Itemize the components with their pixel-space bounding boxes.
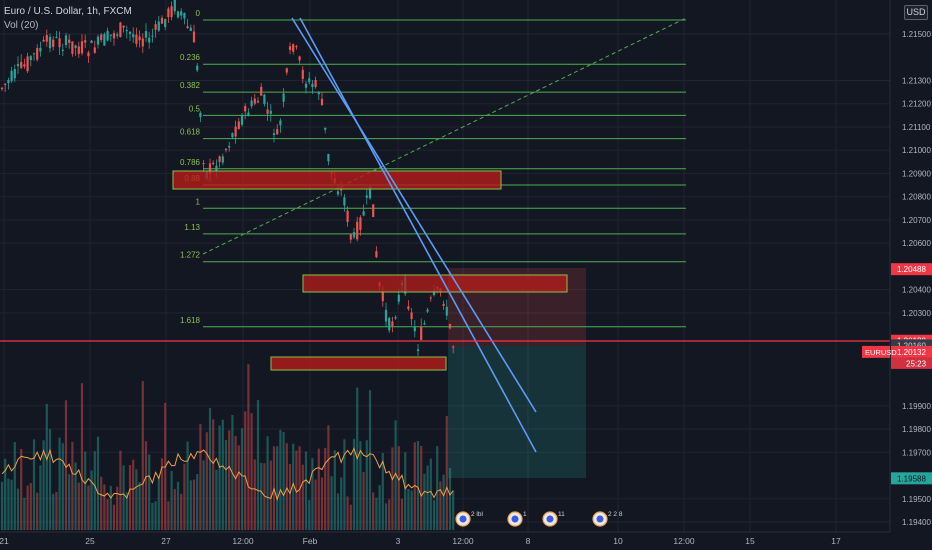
- trend-line-1[interactable]: [291, 17, 537, 413]
- price-axis[interactable]: 1.21500 1.21300 1.21200 1.21100 1.21000 1.209…: [902, 30, 931, 527]
- price-tick-label: 1.19800: [902, 425, 931, 434]
- price-tag: 1.20488: [891, 263, 932, 276]
- time-tick-label: 12:00: [232, 536, 254, 546]
- svg-text:2 2 8: 2 2 8: [608, 511, 623, 518]
- volume-ma-line: [1, 447, 454, 501]
- svg-text:25:23: 25:23: [906, 359, 927, 368]
- svg-text:2 lbl: 2 lbl: [471, 511, 483, 518]
- economic-event-icon[interactable]: 11: [542, 511, 565, 527]
- time-tick-label: Feb: [303, 536, 318, 546]
- reward-zone: [448, 346, 586, 478]
- price-tick-label: 1.21300: [902, 76, 931, 85]
- svg-text:EURUSD: EURUSD: [865, 348, 897, 357]
- price-tick-label: 1.21100: [902, 123, 931, 132]
- time-tick-label: 12:00: [452, 536, 474, 546]
- time-tick-label: 15: [745, 536, 755, 546]
- price-tick-label: 1.21200: [902, 100, 931, 109]
- economic-event-icon[interactable]: 2 2 8: [592, 511, 623, 527]
- price-tag: 1.20132: [891, 345, 932, 358]
- symbol-title[interactable]: Euro / U.S. Dollar, 1h, FXCM: [4, 6, 132, 17]
- economic-event-icon[interactable]: 2 lbl: [455, 511, 483, 527]
- time-tick-label: 10: [613, 536, 623, 546]
- price-tick-label: 1.20700: [902, 216, 931, 225]
- price-tick-label: 1.21000: [902, 146, 931, 155]
- support-zone-lower[interactable]: [270, 356, 447, 371]
- time-axis[interactable]: 21 25 27 12:00 Feb 3 12:00 8 10 12:00 15 17: [0, 536, 841, 546]
- resistance-zone-middle[interactable]: [302, 274, 568, 293]
- currency-button[interactable]: USD: [904, 5, 928, 20]
- fib-trend-line[interactable]: [202, 17, 687, 255]
- symbol-badge: EURUSD: [862, 345, 897, 358]
- time-tick-label: 3: [396, 536, 401, 546]
- time-tick-label: 25: [85, 536, 95, 546]
- svg-text:1.20132: 1.20132: [897, 348, 926, 357]
- bar-countdown: 25:23: [891, 357, 932, 369]
- event-badges[interactable]: 2 lbl 1 11 2 2 8: [455, 511, 623, 527]
- time-tick-label: 27: [161, 536, 171, 546]
- time-tick-label: 21: [0, 536, 9, 546]
- fib-level-label: 0.382: [180, 81, 201, 90]
- fib-level-label: 0.786: [180, 158, 201, 167]
- svg-text:1.20488: 1.20488: [897, 265, 926, 274]
- price-tick-label: 1.19400: [902, 518, 931, 527]
- price-tick-label: 1.19500: [902, 495, 931, 504]
- volume-indicator-label[interactable]: Vol (20): [4, 20, 39, 31]
- economic-event-icon[interactable]: 1: [507, 511, 527, 527]
- time-tick-label: 8: [526, 536, 531, 546]
- price-tag: 1.19588: [891, 472, 932, 485]
- fib-level-label: 1.272: [180, 251, 201, 260]
- time-tick-label: 17: [831, 536, 841, 546]
- fib-level-label: 0.618: [180, 128, 201, 137]
- fib-level-label: 1.13: [184, 223, 200, 232]
- svg-text:1: 1: [523, 511, 527, 518]
- price-tick-label: 1.20300: [902, 309, 931, 318]
- time-tick-label: 12:00: [673, 536, 695, 546]
- svg-text:11: 11: [558, 511, 565, 518]
- fib-level-label: 1: [196, 197, 201, 206]
- price-tags: 1.204881.201801.201601.201321.19588EURUS…: [862, 263, 932, 485]
- svg-text:1.20160: 1.20160: [897, 341, 926, 350]
- price-tick-label: 1.20900: [902, 169, 931, 178]
- price-tick-label: 1.20800: [902, 193, 931, 202]
- price-tick-label: 1.20400: [902, 286, 931, 295]
- price-tick-label: 1.20600: [902, 239, 931, 248]
- fib-level-label: 0: [196, 9, 201, 18]
- svg-text:1.19588: 1.19588: [897, 474, 926, 483]
- fib-level-label: 0.236: [180, 53, 201, 62]
- fib-level-label: 1.618: [180, 316, 201, 325]
- resistance-zone-upper[interactable]: [172, 170, 502, 190]
- trend-line-2[interactable]: [299, 17, 537, 453]
- fib-level-label: 0.5: [189, 104, 201, 113]
- price-tick-label: 1.19700: [902, 448, 931, 457]
- price-tick-label: 1.19900: [902, 402, 931, 411]
- price-tick-label: 1.21500: [902, 30, 931, 39]
